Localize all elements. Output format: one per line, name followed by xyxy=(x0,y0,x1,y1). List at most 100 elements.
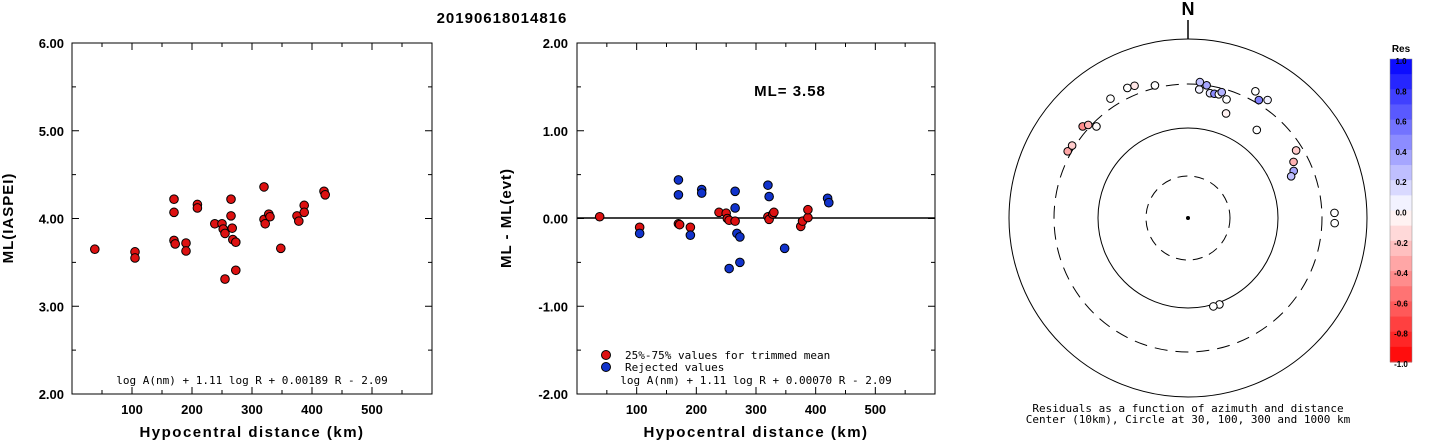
station-point xyxy=(1217,87,1227,97)
colorbar-frame xyxy=(1389,58,1413,363)
colorbar: Res 1.0 0.8 0.6 0.4 0.2 0.0 -0.2 -0.4 -0.6 -0.8 -1… xyxy=(1389,44,1413,369)
legend-marker-rejected xyxy=(601,362,611,372)
panel2-points xyxy=(594,175,834,274)
p1-ytick-label: 2.00 xyxy=(39,387,64,402)
p1-xtick-label: 200 xyxy=(181,402,203,417)
station-point xyxy=(1067,141,1077,150)
data-point xyxy=(226,194,236,204)
colorbar-title: Res xyxy=(1392,44,1411,55)
data-point xyxy=(259,182,269,192)
p2-xtick-label: 200 xyxy=(685,402,707,417)
data-point xyxy=(685,230,696,240)
panel2-ylabel: ML - ML(evt) xyxy=(498,168,515,268)
polar-caption-line2: Center (10km), Circle at 30, 100, 300 an… xyxy=(1026,413,1351,426)
panel2-formula: log A(nm) + 1.11 log R + 0.00070 R - 2.0… xyxy=(620,374,892,387)
data-point xyxy=(823,197,834,208)
colorbar-cell xyxy=(1390,89,1412,105)
polar-caption-line1: Residuals as a function of azimuth and d… xyxy=(1032,402,1343,415)
data-point xyxy=(181,238,191,248)
panel-magnitude: 2.00 3.00 4.00 5.00 6.00 100 200 300 400 500 ML(… xyxy=(0,36,433,441)
colorbar-cell xyxy=(1390,240,1412,257)
colorbar-cell xyxy=(1390,331,1412,348)
station-point xyxy=(1202,81,1211,90)
polar-points xyxy=(1063,77,1339,311)
data-point xyxy=(696,188,707,198)
station-point xyxy=(1106,94,1115,103)
station-point xyxy=(1291,146,1301,155)
station-point xyxy=(1083,120,1093,130)
p2-ytick-label: 1.00 xyxy=(543,124,568,139)
colorbar-tick-label: -0.2 xyxy=(1394,239,1408,248)
station-point xyxy=(1263,95,1272,105)
data-point xyxy=(594,211,605,222)
legend-label-rejected: Rejected values xyxy=(625,361,724,374)
colorbar-cell xyxy=(1390,180,1412,196)
data-point xyxy=(674,219,685,230)
colorbar-cell xyxy=(1390,255,1412,272)
p2-xtick-label: 300 xyxy=(745,402,767,417)
p1-xtick-label: 300 xyxy=(241,402,263,417)
colorbar-cell xyxy=(1390,149,1412,166)
data-point xyxy=(294,216,304,226)
colorbar-tick-label: -1.0 xyxy=(1394,360,1408,369)
data-point xyxy=(763,180,773,190)
station-point xyxy=(1330,218,1339,228)
station-point xyxy=(1222,95,1231,104)
p2-xtick-label: 400 xyxy=(805,402,827,417)
data-point xyxy=(169,194,179,204)
colorbar-tick-label: 0.6 xyxy=(1395,118,1407,127)
data-point xyxy=(220,228,230,239)
data-point xyxy=(226,211,236,221)
p1-ytick-label: 6.00 xyxy=(39,36,64,51)
panel1-xlabel: Hypocentral distance (km) xyxy=(139,424,364,441)
station-point xyxy=(1092,122,1101,131)
p1-xtick-label: 400 xyxy=(301,402,323,417)
colorbar-cell xyxy=(1390,134,1412,151)
colorbar-cell xyxy=(1390,286,1412,302)
colorbar-tick-label: -0.8 xyxy=(1394,330,1408,339)
panel-residuals: -2.00 -1.00 0.00 1.00 2.00 100 200 300 400 500 M… xyxy=(498,36,936,441)
data-point xyxy=(192,203,203,213)
colorbar-cell xyxy=(1390,301,1412,318)
p1-ytick-label: 4.00 xyxy=(39,212,64,227)
station-point xyxy=(1289,157,1298,167)
station-point xyxy=(1063,147,1072,156)
data-point xyxy=(130,253,140,263)
data-point xyxy=(735,257,745,268)
station-point xyxy=(1130,81,1139,91)
colorbar-tick-label: -0.4 xyxy=(1394,269,1408,278)
data-point xyxy=(803,204,813,215)
station-point xyxy=(1123,83,1132,93)
data-point xyxy=(634,228,645,239)
data-point xyxy=(276,243,286,254)
data-point xyxy=(803,212,813,223)
station-point xyxy=(1221,109,1231,118)
panel2-xlabel: Hypocentral distance (km) xyxy=(643,424,868,441)
circle-100km xyxy=(1097,127,1279,309)
colorbar-tick-label: 0.2 xyxy=(1395,178,1407,187)
panel1-points xyxy=(90,182,331,284)
legend-label-trimmed: 25%-75% values for trimmed mean xyxy=(625,349,830,362)
p2-xtick-label: 100 xyxy=(626,402,648,417)
station-point xyxy=(1251,86,1260,96)
colorbar-cells xyxy=(1389,58,1413,363)
data-point xyxy=(181,246,191,256)
data-point xyxy=(673,175,684,185)
data-point xyxy=(227,223,237,233)
data-point xyxy=(730,203,740,213)
colorbar-cell xyxy=(1390,165,1412,181)
p2-ytick-label: -1.00 xyxy=(538,299,568,314)
colorbar-cell xyxy=(1390,74,1412,90)
station-point xyxy=(1286,172,1296,181)
station-point xyxy=(1150,81,1160,90)
p1-xtick-label: 100 xyxy=(121,402,143,417)
data-point xyxy=(730,216,740,226)
colorbar-ticks: 1.0 0.8 0.6 0.4 0.2 0.0 -0.2 -0.4 -0.6 -0.8 -1.0 xyxy=(1394,57,1408,369)
p2-xtick-label: 500 xyxy=(864,402,886,417)
legend-marker-trimmed xyxy=(601,350,611,360)
station-point xyxy=(1194,85,1204,94)
colorbar-tick-label: 1.0 xyxy=(1395,57,1407,66)
data-point xyxy=(169,207,179,218)
colorbar-tick-label: -0.6 xyxy=(1394,299,1408,308)
